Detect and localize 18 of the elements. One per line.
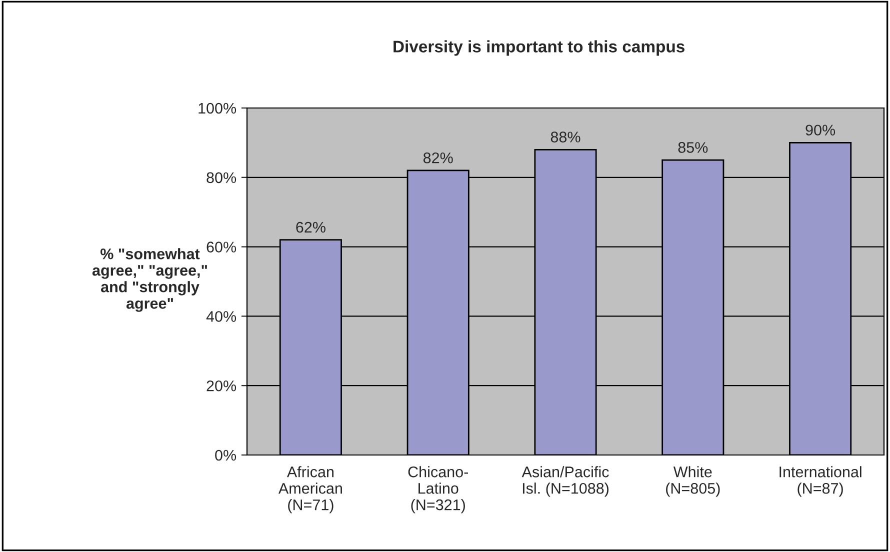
y-tick-label: 20% [206, 380, 236, 392]
x-tick-label: Chicano- Latino (N=321) [408, 466, 468, 514]
y-tick-label: 0% [215, 450, 236, 461]
x-tick-label: White (N=805) [666, 466, 720, 497]
data-label: 90% [806, 124, 836, 136]
data-label: 82% [423, 152, 453, 164]
x-tick-label: Asian/Pacific Isl. (N=1088) [522, 466, 609, 497]
y-axis-title: % "somewhat agree," "agree," and "strongly agree" [92, 248, 207, 312]
y-tick-label: 80% [206, 172, 236, 184]
data-label: 62% [296, 222, 326, 233]
y-tick-label: 100% [198, 102, 236, 114]
x-tick-label: International (N=87) [780, 466, 862, 497]
x-tick-label: African American (N=71) [278, 466, 342, 514]
y-tick-label: 60% [206, 242, 236, 252]
data-label: 85% [678, 142, 708, 153]
data-label: 88% [550, 132, 580, 142]
y-tick-label: 40% [206, 311, 236, 322]
chart-title: Diversity is important to this campus [394, 40, 684, 56]
